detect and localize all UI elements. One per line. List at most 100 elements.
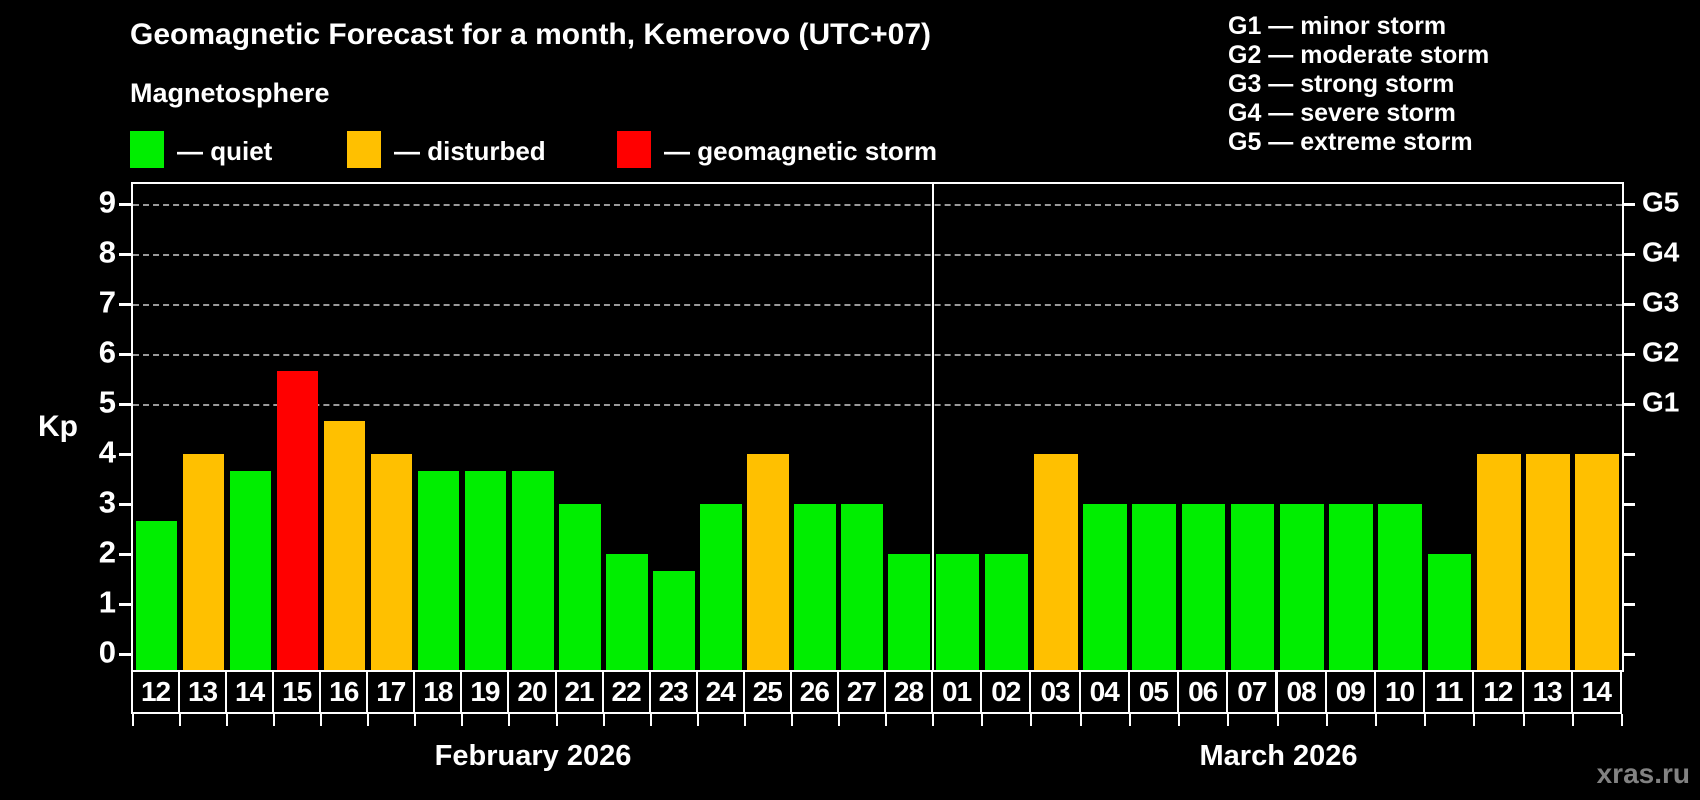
day-cell-feb-25: 25 bbox=[742, 670, 792, 714]
day-cell-mar-06: 06 bbox=[1177, 670, 1229, 714]
day-boundary-tick-3 bbox=[273, 714, 276, 726]
y-tick-right-5 bbox=[1623, 403, 1635, 406]
g5-legend-line: G5 — extreme storm bbox=[1228, 128, 1473, 156]
kp-bar-feb-18 bbox=[417, 470, 460, 670]
day-cell-feb-19: 19 bbox=[460, 670, 510, 714]
y-tick-left-4 bbox=[119, 453, 131, 456]
y-tick-right-4 bbox=[1623, 453, 1635, 456]
day-boundary-tick-2 bbox=[226, 714, 229, 726]
day-boundary-tick-16 bbox=[884, 714, 887, 726]
y-tick-right-2 bbox=[1623, 553, 1635, 556]
kp-bar-feb-24 bbox=[700, 504, 742, 670]
day-cell-feb-20: 20 bbox=[507, 670, 557, 714]
y-tick-label-5: 5 bbox=[98, 384, 116, 420]
day-boundary-tick-30 bbox=[1571, 714, 1574, 726]
day-cell-feb-21: 21 bbox=[554, 670, 604, 714]
kp-bar-mar-03 bbox=[1033, 454, 1078, 670]
y-tick-left-5 bbox=[119, 403, 131, 406]
kp-bar-mar-05 bbox=[1132, 504, 1177, 670]
y-tick-left-6 bbox=[119, 353, 131, 356]
plot-area bbox=[131, 182, 1624, 672]
day-boundary-tick-5 bbox=[367, 714, 370, 726]
kp-bar-mar-06 bbox=[1181, 504, 1226, 670]
kp-bar-feb-23 bbox=[653, 570, 695, 670]
day-boundary-tick-15 bbox=[837, 714, 840, 726]
y-tick-label-4: 4 bbox=[98, 434, 116, 470]
gridline-kp9 bbox=[133, 204, 1622, 206]
day-cell-feb-26: 26 bbox=[789, 670, 839, 714]
day-cell-mar-13: 13 bbox=[1521, 670, 1573, 714]
storm-legend-label: — geomagnetic storm bbox=[664, 136, 938, 166]
day-cell-mar-05: 05 bbox=[1127, 670, 1180, 714]
month-divider-line bbox=[932, 184, 934, 670]
day-cell-feb-12: 12 bbox=[131, 670, 181, 714]
chart-subtitle: Magnetosphere bbox=[130, 78, 330, 108]
kp-bar-feb-17 bbox=[370, 454, 413, 670]
kp-bar-feb-15 bbox=[276, 370, 319, 670]
g1-legend-line: G1 — minor storm bbox=[1228, 12, 1447, 40]
y-tick-label-2: 2 bbox=[98, 534, 116, 570]
storm-color-swatch bbox=[617, 131, 651, 168]
kp-bar-feb-20 bbox=[511, 470, 554, 670]
day-boundary-tick-4 bbox=[320, 714, 323, 726]
day-boundary-tick-28 bbox=[1473, 714, 1476, 726]
y-tick-left-9 bbox=[119, 203, 131, 206]
y-tick-right-7 bbox=[1623, 303, 1635, 306]
y-tick-label-1: 1 bbox=[98, 584, 116, 620]
kp-bar-feb-27 bbox=[841, 504, 883, 670]
day-boundary-tick-8 bbox=[508, 714, 511, 726]
day-cell-feb-27: 27 bbox=[836, 670, 886, 714]
kp-bar-mar-02 bbox=[984, 554, 1029, 670]
y-tick-left-0 bbox=[119, 653, 131, 656]
g-scale-label-g5: G5 bbox=[1642, 186, 1680, 218]
kp-bar-mar-11 bbox=[1427, 554, 1472, 670]
kp-bar-mar-01 bbox=[935, 554, 980, 670]
y-tick-right-3 bbox=[1623, 503, 1635, 506]
day-boundary-tick-18 bbox=[981, 714, 984, 726]
y-tick-left-2 bbox=[119, 553, 131, 556]
kp-bar-mar-13 bbox=[1526, 454, 1570, 670]
day-cell-mar-04: 04 bbox=[1078, 670, 1130, 714]
day-boundary-tick-6 bbox=[414, 714, 417, 726]
y-tick-label-3: 3 bbox=[98, 484, 116, 520]
kp-bar-feb-14 bbox=[229, 470, 272, 670]
day-cell-mar-07: 07 bbox=[1226, 670, 1278, 714]
disturbed-color-swatch bbox=[347, 131, 381, 168]
y-tick-right-0 bbox=[1623, 653, 1635, 656]
y-tick-left-3 bbox=[119, 503, 131, 506]
day-boundary-tick-27 bbox=[1424, 714, 1427, 726]
day-cell-mar-03: 03 bbox=[1029, 670, 1081, 714]
day-boundary-tick-13 bbox=[743, 714, 746, 726]
month-label-march: March 2026 bbox=[1199, 740, 1358, 772]
y-tick-label-7: 7 bbox=[98, 284, 116, 320]
quiet-color-swatch bbox=[130, 131, 164, 168]
day-cell-feb-22: 22 bbox=[601, 670, 651, 714]
day-cell-feb-13: 13 bbox=[178, 670, 228, 714]
day-cell-feb-24: 24 bbox=[695, 670, 745, 714]
y-axis-title: Kp bbox=[38, 410, 78, 443]
g-scale-legend: G1 — minor storm G2 — moderate storm G3 … bbox=[1228, 12, 1489, 157]
y-tick-label-0: 0 bbox=[98, 634, 116, 670]
day-boundary-tick-24 bbox=[1276, 714, 1279, 726]
y-tick-left-1 bbox=[119, 603, 131, 606]
day-cell-feb-16: 16 bbox=[319, 670, 369, 714]
day-boundary-tick-31 bbox=[1621, 714, 1623, 726]
day-boundary-tick-22 bbox=[1178, 714, 1181, 726]
y-tick-right-1 bbox=[1623, 603, 1635, 606]
g2-legend-line: G2 — moderate storm bbox=[1228, 41, 1490, 69]
plot-inner bbox=[133, 184, 1622, 670]
gridline-kp7 bbox=[133, 304, 1622, 306]
day-cell-mar-10: 10 bbox=[1373, 670, 1426, 714]
y-tick-left-7 bbox=[119, 303, 131, 306]
y-tick-label-8: 8 bbox=[98, 234, 116, 270]
kp-bar-mar-04 bbox=[1083, 504, 1127, 670]
day-cell-feb-23: 23 bbox=[648, 670, 698, 714]
day-cell-feb-15: 15 bbox=[272, 670, 322, 714]
day-cell-mar-02: 02 bbox=[980, 670, 1032, 714]
month-label-february: February 2026 bbox=[434, 740, 632, 772]
kp-bar-mar-07 bbox=[1230, 504, 1275, 670]
kp-bar-mar-09 bbox=[1329, 504, 1373, 670]
kp-bar-feb-12 bbox=[135, 520, 178, 670]
day-cell-feb-17: 17 bbox=[366, 670, 416, 714]
day-boundary-tick-25 bbox=[1325, 714, 1328, 726]
